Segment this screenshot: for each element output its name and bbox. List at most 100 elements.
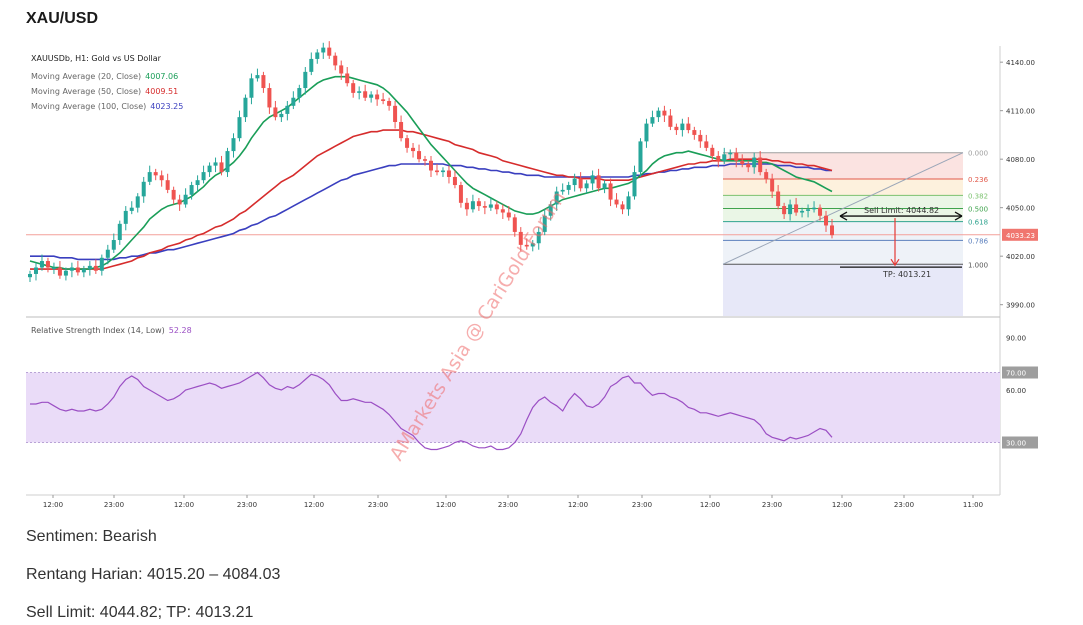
rsi-tick-label: 90.00 xyxy=(1006,335,1026,343)
trade-setup-text: Sell Limit: 4044.82; TP: 4013.21 xyxy=(26,604,254,621)
candle-body xyxy=(201,172,206,181)
candle-body xyxy=(351,83,356,93)
candle-body xyxy=(195,180,200,186)
candle-body xyxy=(650,117,655,124)
candle-body xyxy=(644,123,649,142)
candle-body xyxy=(530,243,535,247)
candle-body xyxy=(51,267,56,269)
candle-body xyxy=(506,212,511,218)
fib-level-label: 1.000 xyxy=(968,261,988,269)
candle-body xyxy=(758,157,763,173)
candle-body xyxy=(746,164,751,168)
candle-body xyxy=(393,105,398,122)
fib-zone-upper xyxy=(723,152,963,180)
price-tick-label: 4080.00 xyxy=(1006,156,1035,164)
candle-body xyxy=(674,126,679,131)
candle-body xyxy=(782,206,787,215)
candle-body xyxy=(177,199,182,205)
candle-body xyxy=(794,204,799,213)
ma-legend-value: 4007.06 xyxy=(145,72,178,81)
candle-body xyxy=(129,207,134,211)
candle-body xyxy=(482,206,487,208)
time-tick-label: 12:00 xyxy=(174,501,194,509)
rsi-legend: Relative Strength Index (14, Low) 52.28 xyxy=(31,326,192,335)
candle-body xyxy=(333,55,338,66)
candle-body xyxy=(632,172,637,197)
candle-body xyxy=(596,175,601,189)
candle-body xyxy=(249,78,254,98)
candle-body xyxy=(440,170,445,173)
time-tick-label: 23:00 xyxy=(894,501,914,509)
candle-body xyxy=(716,155,721,161)
candle-body xyxy=(105,249,110,258)
rsi-level-tag xyxy=(1002,366,1038,379)
candle-body xyxy=(464,202,469,210)
ma50-line xyxy=(30,129,833,270)
candle-body xyxy=(752,157,757,168)
candle-body xyxy=(123,210,128,224)
rsi-legend-value: 52.28 xyxy=(169,326,192,335)
candle-body xyxy=(548,204,553,216)
candle-body xyxy=(33,267,38,274)
candle-body xyxy=(656,110,661,118)
candle-body xyxy=(81,269,86,273)
time-tick-label: 23:00 xyxy=(498,501,518,509)
chart-canvas[interactable]: 0.000 0.236 0.382 0.500 0.618 0.786 1.000 Sell… xyxy=(0,0,1083,520)
candle-body xyxy=(698,134,703,142)
candle-body xyxy=(57,267,62,276)
candle-body xyxy=(315,52,320,59)
time-tick-label: 11:00 xyxy=(963,501,983,509)
candle-body xyxy=(608,183,613,200)
candle-body xyxy=(381,99,386,101)
time-tick-label: 23:00 xyxy=(368,501,388,509)
sell-limit-arrow-left xyxy=(839,211,848,221)
candle-body xyxy=(417,151,422,160)
candle-body xyxy=(614,199,619,205)
candle-body xyxy=(399,121,404,139)
candle-body xyxy=(135,196,140,208)
candle-body xyxy=(237,117,242,139)
candle-body xyxy=(309,58,314,72)
candle-body xyxy=(28,273,32,278)
candle-body xyxy=(291,97,296,106)
candle-body xyxy=(458,185,463,203)
candle-body xyxy=(638,141,643,173)
fib-zone-extension xyxy=(723,264,963,316)
candle-body xyxy=(488,204,493,208)
candle-body xyxy=(63,270,68,276)
candle-body xyxy=(662,110,667,116)
time-tick-label: 12:00 xyxy=(43,501,63,509)
candle-body xyxy=(620,204,625,210)
candle-body xyxy=(806,209,811,211)
candle-body xyxy=(189,185,194,195)
candle-body xyxy=(554,191,559,205)
candle-body xyxy=(159,175,164,181)
candle-body xyxy=(213,162,218,166)
candle-body xyxy=(566,185,571,190)
fib-level-label: 0.236 xyxy=(968,176,989,184)
tp-arrow-head xyxy=(890,258,900,267)
candle-body xyxy=(722,154,727,161)
time-tick-label: 12:00 xyxy=(436,501,456,509)
candle-body xyxy=(452,176,457,186)
candle-body xyxy=(494,204,499,210)
candle-body xyxy=(764,172,769,179)
candle-body xyxy=(446,170,451,177)
candle-body xyxy=(267,88,272,108)
candle-body xyxy=(512,217,517,232)
fib-zone-lower xyxy=(723,221,963,265)
candle-body xyxy=(578,178,583,189)
candle-body xyxy=(87,265,92,270)
candle-body xyxy=(602,183,607,189)
candle-body xyxy=(297,88,302,98)
candle-body xyxy=(165,180,170,190)
candle-body xyxy=(770,178,775,192)
time-tick-label: 23:00 xyxy=(762,501,782,509)
ma-legend-item: Moving Average (20, Close) 4007.06 xyxy=(31,72,178,81)
rsi-legend-label: Relative Strength Index (14, Low) xyxy=(31,326,165,335)
candle-body xyxy=(327,47,332,56)
ma-legend-label: Moving Average (50, Close) xyxy=(31,87,141,96)
candle-body xyxy=(147,172,152,182)
candle-body xyxy=(429,160,433,171)
candle-body xyxy=(686,123,691,131)
